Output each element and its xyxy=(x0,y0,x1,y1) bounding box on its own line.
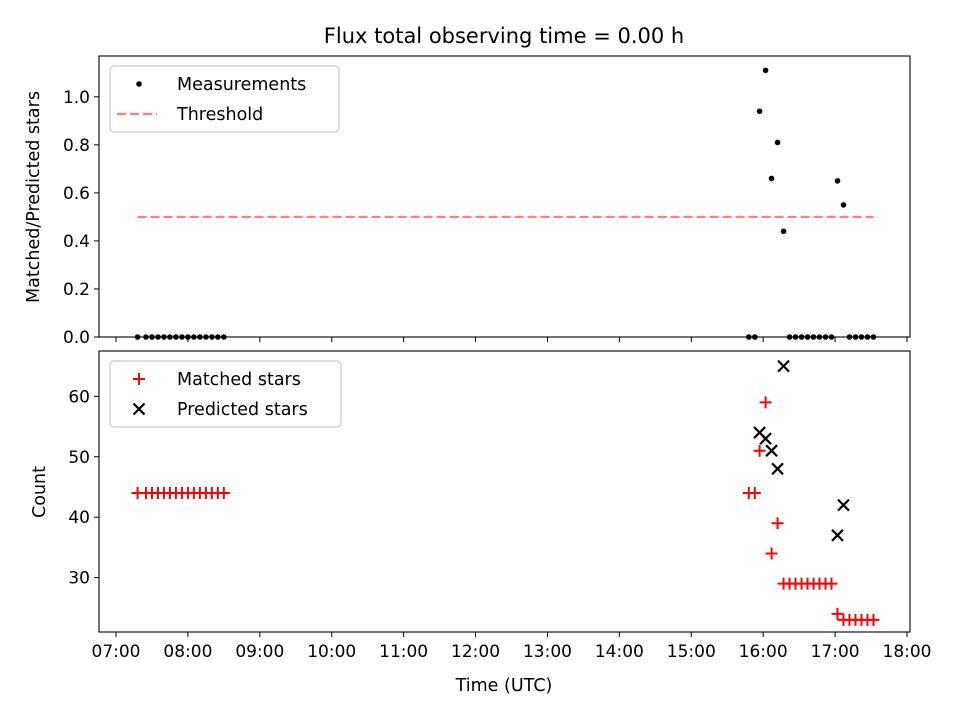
y-tick-label: 0.6 xyxy=(63,184,90,204)
matched-star-point xyxy=(825,577,838,590)
y-tick-label: 30 xyxy=(68,569,90,589)
legend-label: Measurements xyxy=(177,75,306,95)
predicted-star-point xyxy=(765,444,778,457)
measurement-point xyxy=(780,228,787,235)
x-tick-label: 13:00 xyxy=(523,642,572,662)
measurement-point xyxy=(209,334,215,340)
measurement-point xyxy=(191,334,197,340)
x-tick-label: 12:00 xyxy=(451,642,500,662)
axes-frame xyxy=(98,350,911,633)
measurement-point xyxy=(804,334,811,340)
matched-star-point xyxy=(748,487,761,500)
matched-star-point xyxy=(217,487,230,500)
y-tick-label: 1.0 xyxy=(63,88,90,108)
x-tick-label: 16:00 xyxy=(739,642,788,662)
bottom-axes-plot: 30 40 50 60 07:00 08:00 09:00 10:00 11:00 12:00 13… xyxy=(68,350,932,662)
measurement-point xyxy=(852,334,859,340)
y-tick-label: 50 xyxy=(68,448,90,468)
x-tick-label: 17:00 xyxy=(811,642,860,662)
predicted-star-point xyxy=(759,432,772,445)
x-tick-label: 18:00 xyxy=(883,642,932,662)
legend-label: Predicted stars xyxy=(177,400,308,420)
x-tick-label: 09:00 xyxy=(235,642,284,662)
top-y-axis-label: Matched/Predicted stars xyxy=(24,91,44,303)
matched-star-point xyxy=(753,444,766,457)
measurement-point xyxy=(185,334,191,340)
legend-predicted-swatch xyxy=(132,402,146,416)
legend-matched-swatch xyxy=(133,373,145,385)
matched-star-point xyxy=(765,547,778,560)
legend-label: Threshold xyxy=(176,105,263,125)
measurement-point xyxy=(215,334,221,340)
y-tick-label: 0.4 xyxy=(63,232,90,252)
measurement-point xyxy=(768,175,775,182)
measurement-point xyxy=(173,334,179,340)
measurement-point xyxy=(762,67,769,74)
matched-star-point xyxy=(867,613,880,626)
y-tick-label: 0.8 xyxy=(63,136,90,156)
measurement-point xyxy=(792,334,799,340)
predicted-star-point xyxy=(771,462,784,476)
matched-star-point xyxy=(831,607,844,620)
measurement-point xyxy=(840,202,847,208)
x-tick-label: 10:00 xyxy=(307,642,356,662)
measurement-point xyxy=(858,334,865,340)
predicted-star-point xyxy=(831,529,844,542)
measurement-point xyxy=(746,334,752,340)
y-tick-label: 60 xyxy=(68,387,90,407)
y-tick-label: 40 xyxy=(68,508,90,528)
measurement-point xyxy=(221,334,227,340)
matched-star-point xyxy=(759,396,772,409)
measurement-point xyxy=(870,334,877,340)
predicted-star-point xyxy=(837,498,850,512)
axes-frame xyxy=(98,55,911,338)
legend-measurement-swatch xyxy=(136,81,142,87)
legend-box xyxy=(109,360,342,428)
measurement-point xyxy=(810,334,817,340)
measurement-point xyxy=(816,334,823,340)
measurement-point xyxy=(786,334,793,340)
matched-star-point xyxy=(771,517,784,530)
measurement-point xyxy=(143,334,149,340)
top-axes-plot: 0.0 0.2 0.4 0.6 0.8 1.0 Measurements Threshold xyxy=(63,55,911,348)
legend-box xyxy=(109,65,340,133)
legend-label: Matched stars xyxy=(177,370,301,390)
x-tick-label: 08:00 xyxy=(163,642,212,662)
measurement-point xyxy=(774,139,781,146)
measurement-point xyxy=(828,334,835,340)
measurement-point xyxy=(756,108,763,115)
x-tick-label: 07:00 xyxy=(92,642,141,662)
measurement-point xyxy=(798,334,805,340)
measurement-point xyxy=(179,334,185,340)
x-tick-label: 11:00 xyxy=(379,642,428,662)
measurement-point xyxy=(203,334,209,340)
measurement-point xyxy=(161,334,167,340)
measurement-point xyxy=(834,178,841,184)
x-axis-label: Time (UTC) xyxy=(455,676,553,696)
measurement-point xyxy=(167,334,173,340)
measurement-point xyxy=(846,334,853,340)
measurement-point xyxy=(149,334,155,340)
x-tick-label: 15:00 xyxy=(667,642,716,662)
measurement-point xyxy=(197,334,203,340)
bottom-y-axis-label: Count xyxy=(30,466,50,518)
x-tick-label: 14:00 xyxy=(595,642,644,662)
y-tick-label: 0.2 xyxy=(63,280,90,300)
measurement-point xyxy=(155,334,161,340)
measurement-point xyxy=(134,334,141,340)
chart-title: Flux total observing time = 0.00 h xyxy=(324,24,684,48)
measurement-point xyxy=(822,334,829,340)
measurement-point xyxy=(864,334,871,340)
measurement-point xyxy=(751,334,758,340)
predicted-star-point xyxy=(777,359,790,373)
y-tick-label: 0.0 xyxy=(63,328,90,348)
